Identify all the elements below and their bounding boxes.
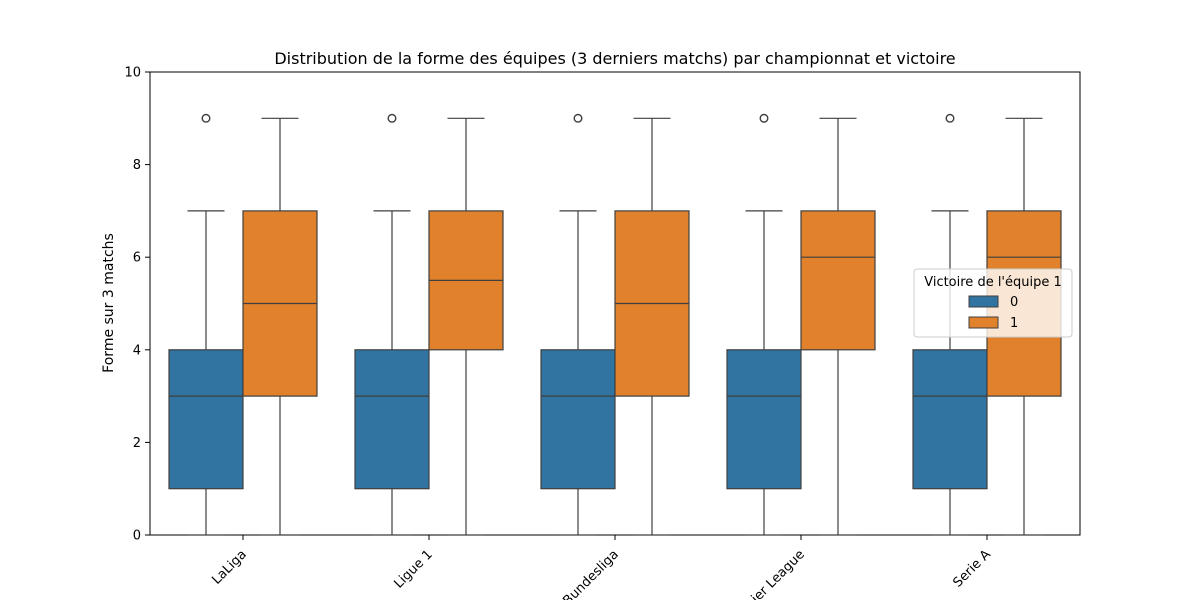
x-tick-label: Bundesliga [560, 547, 621, 600]
box-laliga-victoire-1 [242, 117, 318, 536]
box-iqr [726, 349, 802, 490]
y-axis-label: Forme sur 3 matchs [101, 233, 117, 373]
legend-label: 0 [1010, 295, 1018, 310]
y-tick-label: 4 [133, 343, 141, 358]
legend: Victoire de l'équipe 1 0 1 [913, 268, 1073, 338]
legend-swatch [968, 316, 999, 329]
x-tick-label: LaLiga [209, 547, 250, 588]
box-iqr [168, 349, 244, 490]
legend-label: 1 [1010, 316, 1018, 331]
box-iqr [800, 210, 876, 351]
box-ligue-1-victoire-0 [354, 113, 430, 536]
x-tick-label: Ligue 1 [391, 547, 435, 591]
outlier-point [387, 113, 397, 123]
outlier-point [945, 113, 955, 123]
y-tick-label: 8 [133, 158, 141, 173]
y-tick-label: 6 [133, 251, 141, 266]
box-ligue-1-victoire-1 [428, 117, 504, 536]
y-tick-label: 2 [133, 436, 141, 451]
box-iqr [912, 349, 988, 490]
outlier-point [759, 113, 769, 123]
box-premier-league-victoire-1 [800, 117, 876, 536]
box-iqr [540, 349, 616, 490]
legend-swatch [968, 295, 999, 308]
box-serie-a-victoire-0 [912, 113, 988, 536]
outlier-point [573, 113, 583, 123]
box-bundesliga-victoire-0 [540, 113, 616, 536]
box-laliga-victoire-0 [168, 113, 244, 536]
box-bundesliga-victoire-1 [614, 117, 690, 536]
x-tick-label: Premier League [725, 547, 808, 600]
y-tick-label: 10 [124, 66, 141, 81]
box-iqr [354, 349, 430, 490]
x-tick-label: Serie A [951, 547, 994, 590]
chart-title: Distribution de la forme des équipes (3 … [274, 49, 955, 68]
legend-title: Victoire de l'équipe 1 [924, 275, 1062, 290]
outlier-point [201, 113, 211, 123]
y-tick-label: 0 [133, 529, 141, 544]
box-premier-league-victoire-0 [726, 113, 802, 536]
